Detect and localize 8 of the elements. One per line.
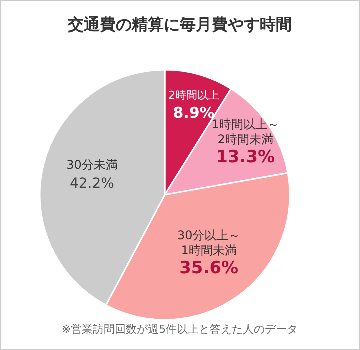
data-label: 35.6% [180, 258, 239, 279]
chart-title: 交通費の精算に毎月費やす時間 [67, 15, 292, 34]
data-label: 13.3% [216, 148, 276, 168]
slice-label: 30分未満 [66, 158, 118, 172]
text: ※営業訪問回数が週5件以上と答えた人のデータ [62, 323, 298, 336]
slice-label: 30分以上～1時間未満 [177, 228, 241, 258]
slice-label: 2時間以上 [168, 89, 220, 102]
data-label: 42.2% [70, 176, 114, 192]
